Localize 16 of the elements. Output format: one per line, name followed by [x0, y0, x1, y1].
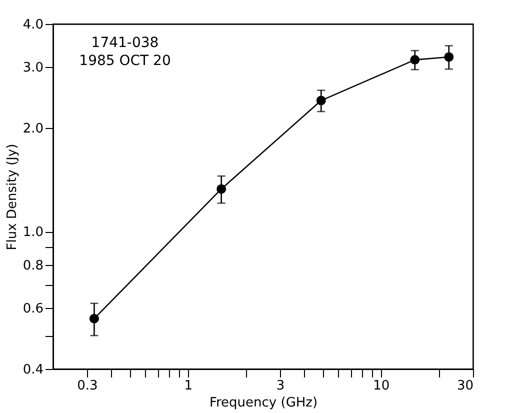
y-tick-label: 0.4: [22, 362, 44, 378]
y-axis-title: Flux Density (Jy): [4, 144, 20, 250]
x-tick-label: 1: [184, 378, 193, 394]
x-axis-title: Frequency (GHz): [209, 396, 318, 410]
y-tick-label: 0.8: [22, 258, 44, 274]
y-tick-label: 0.6: [22, 302, 44, 317]
annotation: 1741-038: [91, 35, 159, 51]
annotation: 1985 OCT 20: [79, 53, 171, 69]
x-tick-label: 3: [276, 378, 285, 394]
x-tick-label: 10: [373, 378, 390, 394]
y-tick-label: 3.0: [22, 60, 44, 76]
x-tick-label: 0.3: [77, 378, 98, 394]
y-tick-label: 4.0: [22, 18, 44, 32]
y-tick-label: 1.0: [22, 225, 44, 240]
x-tick-label: 30: [456, 378, 474, 394]
y-tick-label: 2.0: [22, 121, 44, 136]
